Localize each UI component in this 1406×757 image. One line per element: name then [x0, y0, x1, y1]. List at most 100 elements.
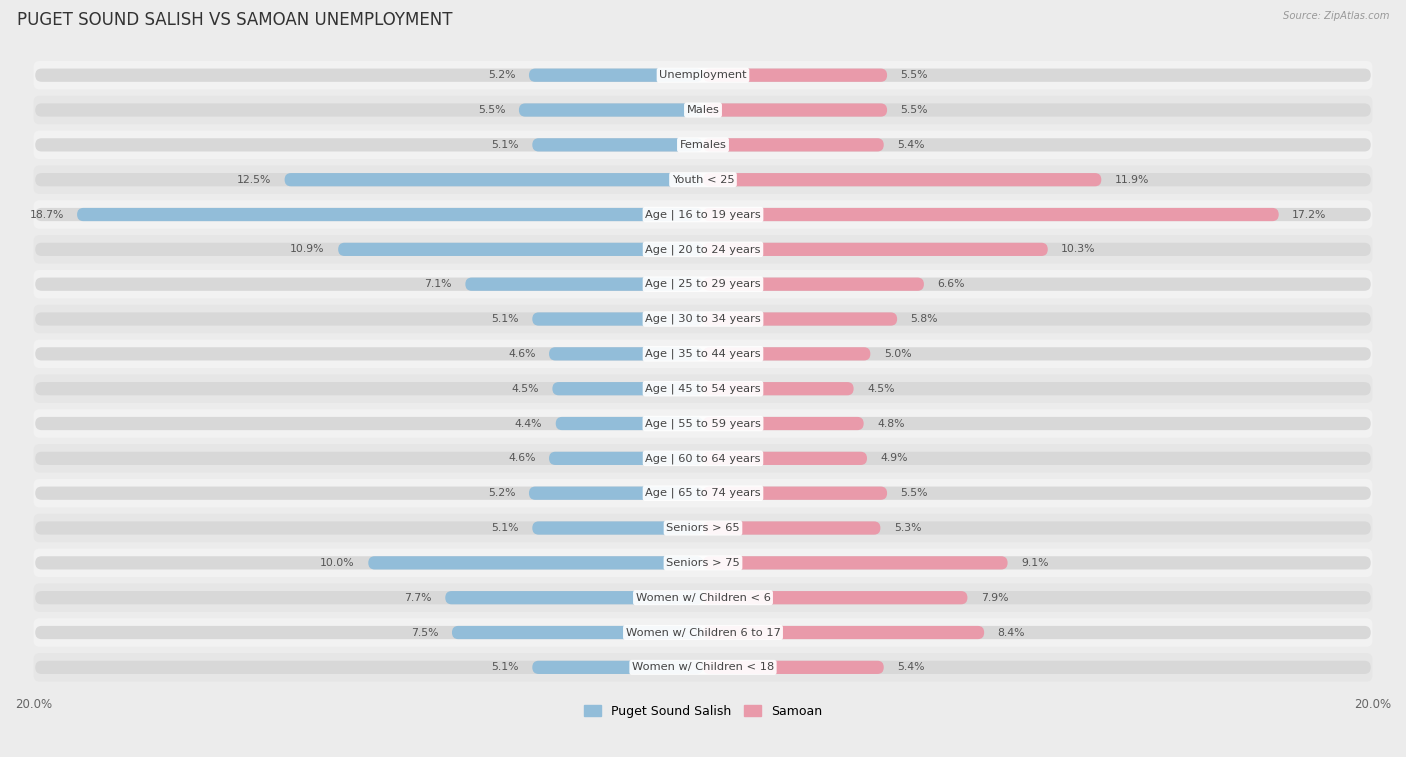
FancyBboxPatch shape [703, 69, 1371, 82]
Text: Age | 35 to 44 years: Age | 35 to 44 years [645, 349, 761, 359]
Text: 5.0%: 5.0% [884, 349, 911, 359]
FancyBboxPatch shape [35, 104, 703, 117]
Text: 4.4%: 4.4% [515, 419, 543, 428]
FancyBboxPatch shape [34, 549, 1372, 577]
Text: Women w/ Children < 18: Women w/ Children < 18 [631, 662, 775, 672]
Text: Age | 20 to 24 years: Age | 20 to 24 years [645, 244, 761, 254]
FancyBboxPatch shape [34, 166, 1372, 194]
Text: 5.3%: 5.3% [894, 523, 921, 533]
FancyBboxPatch shape [703, 417, 863, 430]
Text: Youth < 25: Youth < 25 [672, 175, 734, 185]
FancyBboxPatch shape [703, 591, 1371, 604]
FancyBboxPatch shape [465, 278, 703, 291]
Text: Age | 25 to 29 years: Age | 25 to 29 years [645, 279, 761, 289]
Text: Age | 65 to 74 years: Age | 65 to 74 years [645, 488, 761, 498]
Text: 4.5%: 4.5% [512, 384, 538, 394]
Legend: Puget Sound Salish, Samoan: Puget Sound Salish, Samoan [578, 699, 828, 723]
FancyBboxPatch shape [703, 243, 1371, 256]
Text: 5.2%: 5.2% [488, 70, 516, 80]
FancyBboxPatch shape [533, 313, 703, 326]
FancyBboxPatch shape [34, 305, 1372, 333]
FancyBboxPatch shape [703, 522, 880, 534]
Text: 7.9%: 7.9% [981, 593, 1008, 603]
FancyBboxPatch shape [703, 243, 1047, 256]
FancyBboxPatch shape [34, 201, 1372, 229]
FancyBboxPatch shape [703, 173, 1101, 186]
FancyBboxPatch shape [34, 270, 1372, 298]
Text: 5.1%: 5.1% [492, 662, 519, 672]
FancyBboxPatch shape [703, 591, 967, 604]
FancyBboxPatch shape [703, 382, 1371, 395]
FancyBboxPatch shape [555, 417, 703, 430]
Text: Males: Males [686, 105, 720, 115]
FancyBboxPatch shape [703, 347, 870, 360]
Text: 4.5%: 4.5% [868, 384, 894, 394]
Text: 10.0%: 10.0% [321, 558, 354, 568]
FancyBboxPatch shape [553, 382, 703, 395]
FancyBboxPatch shape [703, 556, 1371, 569]
Text: Age | 55 to 59 years: Age | 55 to 59 years [645, 419, 761, 428]
FancyBboxPatch shape [703, 208, 1278, 221]
Text: Women w/ Children < 6: Women w/ Children < 6 [636, 593, 770, 603]
FancyBboxPatch shape [34, 479, 1372, 507]
FancyBboxPatch shape [35, 347, 703, 360]
FancyBboxPatch shape [703, 626, 984, 639]
Text: 5.2%: 5.2% [488, 488, 516, 498]
FancyBboxPatch shape [34, 514, 1372, 542]
FancyBboxPatch shape [529, 69, 703, 82]
FancyBboxPatch shape [703, 661, 884, 674]
FancyBboxPatch shape [34, 444, 1372, 472]
FancyBboxPatch shape [703, 104, 887, 117]
FancyBboxPatch shape [703, 104, 1371, 117]
FancyBboxPatch shape [35, 452, 703, 465]
Text: 5.5%: 5.5% [900, 105, 928, 115]
Text: Source: ZipAtlas.com: Source: ZipAtlas.com [1282, 11, 1389, 21]
FancyBboxPatch shape [703, 139, 1371, 151]
Text: Women w/ Children 6 to 17: Women w/ Children 6 to 17 [626, 628, 780, 637]
FancyBboxPatch shape [35, 626, 703, 639]
Text: 5.1%: 5.1% [492, 140, 519, 150]
FancyBboxPatch shape [35, 556, 703, 569]
FancyBboxPatch shape [703, 347, 1371, 360]
FancyBboxPatch shape [703, 661, 1371, 674]
FancyBboxPatch shape [34, 618, 1372, 646]
Text: 11.9%: 11.9% [1115, 175, 1149, 185]
Text: 12.5%: 12.5% [236, 175, 271, 185]
FancyBboxPatch shape [35, 139, 703, 151]
Text: Females: Females [679, 140, 727, 150]
Text: Age | 30 to 34 years: Age | 30 to 34 years [645, 313, 761, 324]
FancyBboxPatch shape [703, 139, 884, 151]
Text: 4.9%: 4.9% [880, 453, 908, 463]
FancyBboxPatch shape [35, 243, 703, 256]
Text: Seniors > 65: Seniors > 65 [666, 523, 740, 533]
FancyBboxPatch shape [35, 382, 703, 395]
Text: 7.5%: 7.5% [411, 628, 439, 637]
FancyBboxPatch shape [35, 278, 703, 291]
Text: PUGET SOUND SALISH VS SAMOAN UNEMPLOYMENT: PUGET SOUND SALISH VS SAMOAN UNEMPLOYMEN… [17, 11, 453, 30]
FancyBboxPatch shape [703, 278, 1371, 291]
FancyBboxPatch shape [368, 556, 703, 569]
FancyBboxPatch shape [34, 653, 1372, 681]
FancyBboxPatch shape [35, 69, 703, 82]
FancyBboxPatch shape [35, 417, 703, 430]
FancyBboxPatch shape [703, 452, 868, 465]
FancyBboxPatch shape [451, 626, 703, 639]
Text: 4.8%: 4.8% [877, 419, 904, 428]
FancyBboxPatch shape [34, 584, 1372, 612]
FancyBboxPatch shape [703, 278, 924, 291]
FancyBboxPatch shape [703, 487, 887, 500]
FancyBboxPatch shape [35, 313, 703, 326]
FancyBboxPatch shape [34, 235, 1372, 263]
Text: 5.1%: 5.1% [492, 314, 519, 324]
Text: 10.3%: 10.3% [1062, 245, 1095, 254]
Text: 9.1%: 9.1% [1021, 558, 1049, 568]
Text: Unemployment: Unemployment [659, 70, 747, 80]
FancyBboxPatch shape [339, 243, 703, 256]
Text: 8.4%: 8.4% [997, 628, 1025, 637]
FancyBboxPatch shape [703, 626, 1371, 639]
FancyBboxPatch shape [35, 208, 703, 221]
FancyBboxPatch shape [703, 382, 853, 395]
FancyBboxPatch shape [284, 173, 703, 186]
FancyBboxPatch shape [703, 208, 1371, 221]
Text: 5.5%: 5.5% [900, 70, 928, 80]
